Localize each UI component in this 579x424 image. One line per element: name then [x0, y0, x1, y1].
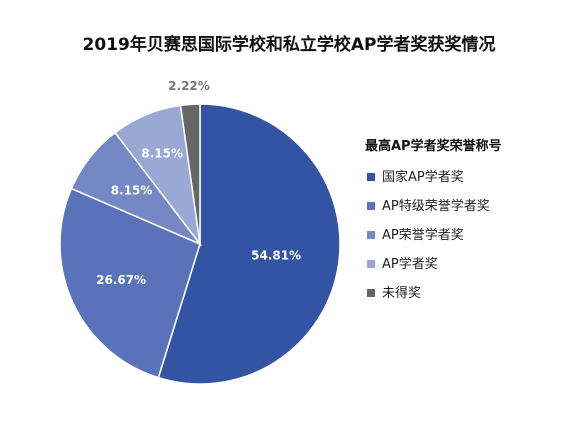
legend-swatch: [367, 260, 375, 268]
slice-labels: 54.81% 26.67% 8.15% 8.15% 2.22%: [96, 79, 301, 287]
slice-label: 8.15%: [141, 147, 183, 161]
legend-title: 最高AP学者奖荣誉称号: [365, 138, 502, 154]
legend-label: AP学者奖: [382, 256, 438, 272]
legend: 最高AP学者奖荣誉称号 国家AP学者奖 AP特级荣誉学者奖 AP荣誉学者奖 AP学者奖…: [365, 138, 502, 301]
legend-label: AP特级荣誉学者奖: [382, 198, 490, 214]
slice-label: 54.81%: [251, 249, 301, 263]
pie-slice: [157, 103, 341, 385]
pie-slice: [59, 187, 201, 379]
slice-label: 2.22%: [168, 79, 210, 93]
legend-swatch: [367, 202, 375, 210]
pie-slice: [179, 103, 201, 245]
legend-label: 未得奖: [382, 285, 421, 301]
pie-slices: [59, 103, 341, 385]
legend-swatch: [367, 231, 375, 239]
slice-label: 26.67%: [96, 273, 146, 287]
legend-label: AP荣誉学者奖: [382, 227, 464, 243]
slice-label: 8.15%: [111, 184, 153, 198]
legend-label: 国家AP学者奖: [382, 169, 464, 185]
legend-swatch: [367, 173, 375, 181]
legend-swatch: [367, 289, 375, 297]
chart-title: 2019年贝赛思国际学校和私立学校AP学者奖获奖情况: [83, 34, 496, 55]
